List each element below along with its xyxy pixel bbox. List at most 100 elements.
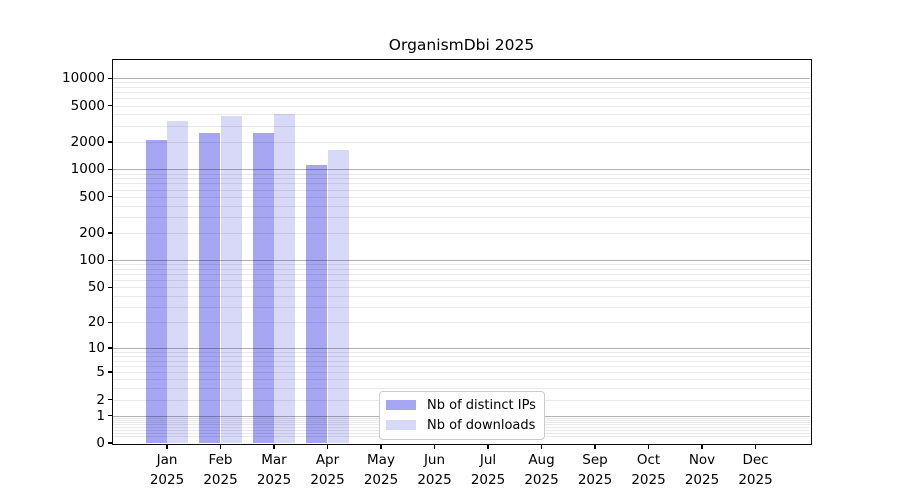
- y-tick-label: 200: [79, 224, 105, 241]
- bar-nb-of-downloads-mar: [274, 114, 296, 443]
- minor-gridline: [113, 322, 810, 324]
- y-tick-label: 10: [87, 340, 105, 356]
- bar-nb-of-downloads-feb: [220, 116, 242, 443]
- x-tick-month: Jun: [423, 452, 446, 468]
- y-tick-label: 1: [96, 407, 105, 424]
- x-tick-month: Mar: [261, 452, 287, 468]
- minor-gridline: [113, 372, 810, 373]
- x-tick-label: May 2025: [349, 451, 413, 490]
- minor-gridline: [113, 87, 810, 88]
- legend-item: Nb of distinct IPs: [386, 398, 536, 413]
- bar-nb-of-distinct-ips-mar: [252, 133, 274, 443]
- x-tick-month: May: [367, 452, 395, 468]
- minor-gridline: [113, 274, 810, 276]
- minor-gridline: [113, 216, 810, 218]
- legend-item-label: Nb of downloads: [427, 417, 536, 433]
- minor-gridline: [113, 379, 810, 381]
- minor-gridline: [113, 189, 810, 191]
- minor-gridline: [113, 280, 810, 282]
- x-tick-mark: [219, 443, 222, 449]
- minor-gridline: [113, 114, 810, 116]
- x-tick-label: Apr 2025: [296, 451, 360, 490]
- y-tick-mark: [108, 321, 113, 324]
- y-tick-mark: [108, 141, 113, 143]
- minor-gridline: [113, 178, 810, 180]
- y-tick-mark: [108, 442, 113, 444]
- chart-title: OrganismDbi 2025: [388, 36, 535, 54]
- x-tick-year: 2025: [684, 471, 720, 488]
- y-tick-label: 2: [96, 391, 105, 408]
- y-tick-label: 5: [96, 364, 105, 380]
- x-tick-mark: [487, 443, 489, 449]
- x-tick-year: 2025: [310, 471, 345, 488]
- minor-gridline: [113, 92, 810, 94]
- bar-nb-of-downloads-apr: [327, 150, 349, 443]
- y-tick-mark: [108, 347, 113, 349]
- x-tick-month: Feb: [208, 452, 233, 468]
- minor-gridline: [113, 360, 810, 362]
- x-tick-year: 2025: [470, 471, 506, 488]
- minor-gridline: [113, 295, 810, 297]
- y-tick-mark: [108, 286, 113, 288]
- x-tick-month: Nov: [688, 452, 716, 468]
- bar-nb-of-downloads-jan: [167, 120, 189, 443]
- x-tick-mark: [754, 443, 757, 449]
- x-tick-year: 2025: [631, 471, 666, 488]
- legend-swatch: [386, 419, 416, 431]
- minor-gridline: [113, 173, 810, 175]
- minor-gridline: [113, 268, 810, 270]
- minor-gridline: [113, 388, 810, 390]
- x-tick-mark: [433, 443, 436, 449]
- y-tick-label: 5000: [70, 97, 105, 114]
- y-tick-mark: [108, 398, 113, 401]
- minor-gridline: [113, 196, 810, 198]
- y-tick-mark: [108, 371, 113, 373]
- minor-gridline: [113, 105, 810, 107]
- legend: Nb of distinct IPs Nb of downloads: [379, 390, 545, 440]
- x-tick-month: Oct: [636, 452, 661, 468]
- minor-gridline: [113, 264, 810, 266]
- y-tick-label: 500: [79, 188, 105, 205]
- y-tick-label: 10000: [62, 70, 105, 87]
- x-tick-mark: [326, 443, 329, 449]
- y-tick-label: 0: [96, 435, 105, 451]
- x-tick-label: Dec 2025: [724, 451, 788, 490]
- x-tick-year: 2025: [738, 471, 773, 488]
- bars-layer: [113, 60, 810, 443]
- x-tick-month: Jul: [479, 452, 497, 468]
- x-tick-month: Aug: [528, 452, 555, 468]
- legend-swatch: [386, 399, 416, 411]
- legend-item: Nb of downloads: [386, 418, 536, 433]
- x-tick-label: Mar 2025: [242, 451, 306, 490]
- y-tick-mark: [108, 414, 113, 417]
- x-tick-month: Jan: [156, 452, 178, 468]
- minor-gridline: [113, 287, 810, 289]
- x-tick-year: 2025: [256, 471, 292, 488]
- x-tick-label: Jan 2025: [135, 451, 199, 490]
- x-tick-year: 2025: [149, 471, 185, 488]
- major-gridline: [113, 78, 810, 80]
- x-tick-mark: [647, 443, 650, 449]
- x-tick-year: 2025: [417, 471, 452, 488]
- y-tick-mark: [108, 168, 113, 170]
- x-tick-label: Aug 2025: [510, 451, 574, 490]
- x-tick-label: Nov 2025: [670, 451, 734, 490]
- minor-gridline: [113, 98, 810, 100]
- major-gridline: [113, 348, 810, 350]
- minor-gridline: [113, 141, 810, 143]
- x-tick-label: Feb 2025: [189, 451, 253, 490]
- minor-gridline: [113, 82, 810, 84]
- x-tick-label: Jul 2025: [456, 451, 520, 490]
- x-tick-year: 2025: [363, 471, 399, 488]
- x-tick-year: 2025: [524, 471, 559, 488]
- x-tick-mark: [701, 443, 703, 449]
- x-tick-year: 2025: [203, 471, 238, 488]
- minor-gridline: [113, 365, 810, 367]
- x-tick-mark: [594, 443, 596, 449]
- major-gridline: [113, 260, 810, 262]
- x-tick-label: Sep 2025: [563, 451, 627, 490]
- x-tick-year: 2025: [577, 471, 613, 488]
- bar-nb-of-distinct-ips-apr: [306, 164, 328, 443]
- x-tick-month: Dec: [742, 452, 769, 468]
